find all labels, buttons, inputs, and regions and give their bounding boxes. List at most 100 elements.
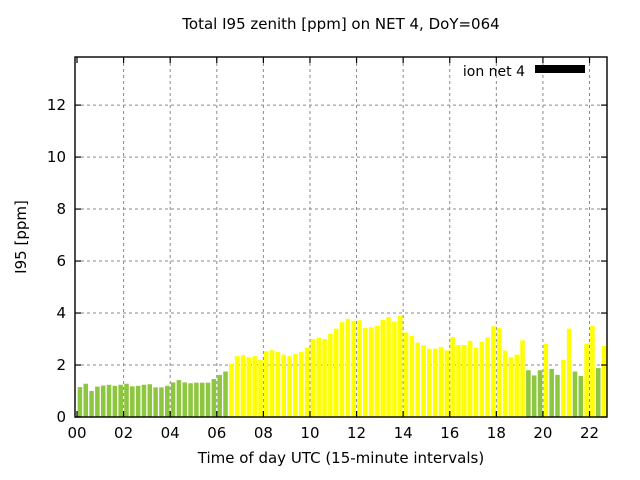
y-tick-label: 12	[47, 96, 66, 114]
bar-01:30	[112, 385, 118, 417]
bar-01:00	[100, 385, 106, 417]
bar-05:00	[194, 382, 199, 417]
y-tick-label: 8	[56, 200, 66, 218]
bar-06:45	[234, 356, 240, 417]
bar-09:45	[304, 347, 310, 417]
bar-17:30	[485, 337, 490, 417]
bar-04:00	[170, 382, 176, 417]
legend-swatch	[535, 65, 585, 73]
bar-17:15	[479, 341, 485, 417]
bar-10:00	[310, 339, 316, 417]
bar-06:15	[223, 371, 228, 417]
bar-18:30	[508, 357, 514, 417]
chart-title: Total I95 zenith [ppm] on NET 4, DoY=064	[181, 15, 499, 33]
bar-06:30	[229, 363, 234, 417]
bar-11:15	[339, 322, 345, 417]
bar-16:30	[462, 345, 467, 417]
y-tick-label: 0	[56, 408, 66, 426]
bar-18:45	[514, 354, 519, 417]
bar-20:30	[555, 374, 560, 417]
bar-09:15	[293, 354, 298, 417]
bar-04:30	[182, 382, 188, 417]
bar-07:30	[252, 356, 257, 417]
bar-18:15	[502, 350, 508, 417]
bar-11:45	[351, 320, 356, 417]
bar-05:30	[205, 382, 211, 417]
bar-02:00	[124, 383, 129, 417]
legend-label: ion net 4	[463, 64, 525, 80]
legend: ion net 4	[463, 64, 585, 80]
bar-13:00	[380, 320, 386, 417]
bar-11:30	[345, 318, 351, 417]
bar-03:30	[159, 387, 164, 417]
bar-10:45	[328, 333, 333, 417]
bar-08:15	[269, 350, 275, 417]
y-tick-labels: 0 2 4 6 8 10 12	[47, 96, 66, 426]
bar-15:30	[438, 346, 444, 417]
y-tick-label: 10	[47, 148, 66, 166]
bar-14:15	[409, 335, 415, 417]
bar-08:45	[281, 354, 287, 417]
bar-01:45	[118, 384, 123, 417]
bar-00:15	[83, 383, 88, 417]
bar-12:30	[368, 327, 374, 417]
bar-19:30	[531, 375, 537, 417]
y-tick-label: 6	[56, 252, 66, 270]
bar-21:00	[566, 328, 572, 417]
bar-16:15	[456, 345, 461, 417]
bar-04:15	[176, 380, 182, 417]
bar-16:45	[467, 340, 473, 417]
x-tick-label: 14	[394, 424, 413, 442]
bar-06:00	[217, 374, 222, 417]
bar-20:15	[549, 368, 554, 417]
x-tick-label: 04	[161, 424, 180, 442]
bar-02:45	[141, 384, 147, 417]
bar-15:15	[432, 348, 438, 417]
bar-08:00	[264, 351, 269, 417]
x-axis-label: Time of day UTC (15-minute intervals)	[197, 449, 484, 467]
bar-09:00	[287, 356, 292, 417]
bar-03:15	[153, 387, 158, 417]
bar-12:00	[357, 320, 362, 417]
x-tick-label: 12	[347, 424, 366, 442]
bar-10:15	[316, 337, 321, 417]
bar-10:30	[322, 339, 327, 417]
bar-19:15	[526, 370, 531, 417]
bar-08:30	[275, 352, 281, 417]
bar-20:45	[561, 359, 566, 417]
bar-05:45	[211, 379, 217, 417]
bar-13:15	[386, 317, 391, 417]
bar-00:00	[77, 387, 83, 417]
bar-01:15	[106, 384, 112, 417]
bar-03:45	[165, 385, 170, 417]
bar-07:15	[246, 357, 252, 417]
plot-border	[74, 56, 608, 418]
bar-19:00	[520, 340, 525, 417]
y-tick-label: 4	[56, 304, 66, 322]
bar-20:00	[543, 343, 549, 417]
bar-05:15	[199, 382, 205, 417]
bar-series	[77, 315, 607, 417]
y-axis-label: I95 [ppm]	[12, 200, 30, 274]
bar-22:30	[601, 346, 607, 417]
bar-22:00	[590, 326, 595, 417]
bar-12:15	[363, 328, 368, 417]
x-tick-label: 00	[67, 424, 86, 442]
bar-03:00	[147, 384, 153, 417]
bar-18:00	[496, 328, 502, 417]
x-tick-label: 02	[114, 424, 133, 442]
bar-21:15	[572, 371, 578, 417]
bar-19:45	[537, 370, 543, 417]
bar-12:45	[374, 325, 380, 417]
x-tick-label: 22	[580, 424, 599, 442]
bar-16:00	[450, 336, 455, 417]
bar-07:45	[258, 359, 263, 417]
bar-04:45	[188, 383, 193, 417]
y-tick-label: 2	[56, 356, 66, 374]
axis-ticks	[75, 57, 607, 418]
bar-15:00	[427, 348, 432, 417]
bar-09:30	[298, 352, 304, 417]
bar-13:30	[392, 321, 397, 417]
bar-14:00	[403, 332, 409, 417]
